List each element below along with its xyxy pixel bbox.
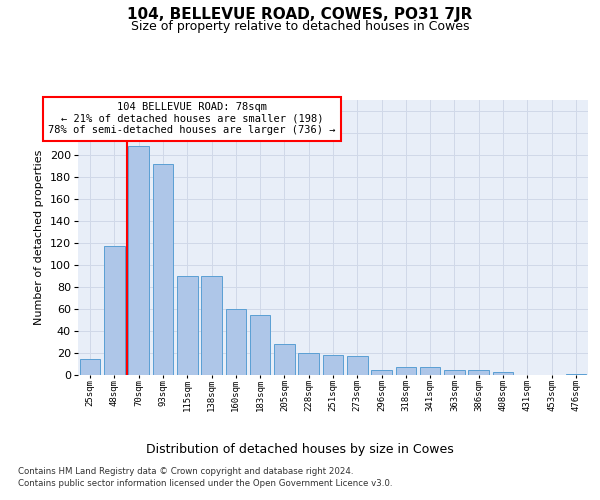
Text: Contains public sector information licensed under the Open Government Licence v3: Contains public sector information licen… xyxy=(18,479,392,488)
Y-axis label: Number of detached properties: Number of detached properties xyxy=(34,150,44,325)
Text: Size of property relative to detached houses in Cowes: Size of property relative to detached ho… xyxy=(131,20,469,33)
Bar xyxy=(395,368,416,375)
Text: 104, BELLEVUE ROAD, COWES, PO31 7JR: 104, BELLEVUE ROAD, COWES, PO31 7JR xyxy=(127,8,473,22)
Bar xyxy=(104,246,125,375)
Text: Contains HM Land Registry data © Crown copyright and database right 2024.: Contains HM Land Registry data © Crown c… xyxy=(18,468,353,476)
Bar xyxy=(177,276,197,375)
Text: 104 BELLEVUE ROAD: 78sqm
← 21% of detached houses are smaller (198)
78% of semi-: 104 BELLEVUE ROAD: 78sqm ← 21% of detach… xyxy=(49,102,336,136)
Text: Distribution of detached houses by size in Cowes: Distribution of detached houses by size … xyxy=(146,442,454,456)
Bar xyxy=(250,314,271,375)
Bar xyxy=(469,370,489,375)
Bar xyxy=(298,353,319,375)
Bar xyxy=(226,309,246,375)
Bar xyxy=(201,276,222,375)
Bar xyxy=(128,146,149,375)
Bar xyxy=(566,374,586,375)
Bar xyxy=(274,344,295,375)
Bar xyxy=(371,370,392,375)
Bar xyxy=(347,356,368,375)
Bar xyxy=(152,164,173,375)
Bar xyxy=(493,372,514,375)
Bar xyxy=(444,370,465,375)
Bar xyxy=(80,358,100,375)
Bar xyxy=(323,355,343,375)
Bar xyxy=(420,368,440,375)
